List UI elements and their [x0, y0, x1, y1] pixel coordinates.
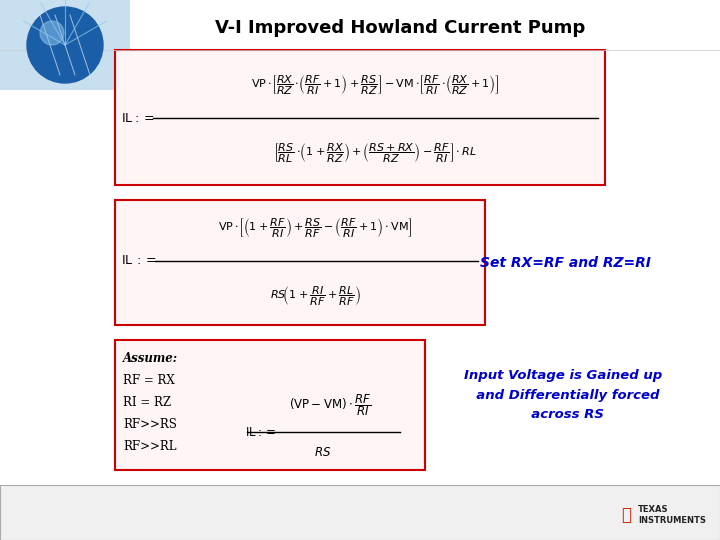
- Text: Assume:: Assume:: [123, 352, 178, 365]
- Text: RF = RX: RF = RX: [123, 374, 175, 387]
- Text: $(\mathrm{VP}-\mathrm{VM})\cdot\dfrac{RF}{RI}$: $(\mathrm{VP}-\mathrm{VM})\cdot\dfrac{RF…: [289, 392, 371, 418]
- Text: V-I Improved Howland Current Pump: V-I Improved Howland Current Pump: [215, 19, 585, 37]
- Text: $\mathrm{VP}\cdot\!\left[\dfrac{RX}{RZ}\cdot\!\left(\dfrac{RF}{RI}+1\right)+\dfr: $\mathrm{VP}\cdot\!\left[\dfrac{RX}{RZ}\…: [251, 73, 499, 97]
- Text: $\mathrm{IL:=}$: $\mathrm{IL:=}$: [121, 111, 154, 125]
- Bar: [0, 0, 130, 90]
- Text: RF>>RS: RF>>RS: [123, 417, 177, 430]
- Bar: [115, 340, 425, 470]
- Bar: [115, 50, 605, 185]
- Circle shape: [27, 7, 103, 83]
- Text: RF>>RL: RF>>RL: [123, 440, 176, 453]
- Text: RI = RZ: RI = RZ: [123, 395, 171, 408]
- Circle shape: [40, 21, 64, 45]
- Text: $\mathrm{VP}\cdot\!\left[\left(1+\dfrac{RF}{RI}\right)+\dfrac{RS}{RF}-\left(\dfr: $\mathrm{VP}\cdot\!\left[\left(1+\dfrac{…: [217, 216, 413, 240]
- Bar: [115, 200, 485, 325]
- Text: $RS\!\left(1+\dfrac{RI}{RF}+\dfrac{RL}{RF}\right)$: $RS\!\left(1+\dfrac{RI}{RF}+\dfrac{RL}{R…: [269, 284, 361, 308]
- Text: $RS$: $RS$: [315, 446, 332, 458]
- Text: TEXAS
INSTRUMENTS: TEXAS INSTRUMENTS: [638, 505, 706, 525]
- Text: Input Voltage is Gained up
  and Differentially forced
  across RS: Input Voltage is Gained up and Different…: [464, 369, 662, 421]
- Text: $\mathrm{IL:=}$: $\mathrm{IL:=}$: [245, 426, 276, 438]
- Text: $\mathrm{IL\,:=}$: $\mathrm{IL\,:=}$: [121, 254, 156, 267]
- Text: $\left[\dfrac{RS}{RL}\cdot\!\left(1+\dfrac{RX}{RZ}\right)+\left(\dfrac{RS+RX}{RZ: $\left[\dfrac{RS}{RL}\cdot\!\left(1+\dfr…: [273, 141, 477, 165]
- Text: Set RX=RF and RZ=RI: Set RX=RF and RZ=RI: [480, 256, 650, 270]
- Bar: [0, 485, 720, 540]
- Text: 🐂: 🐂: [621, 506, 631, 524]
